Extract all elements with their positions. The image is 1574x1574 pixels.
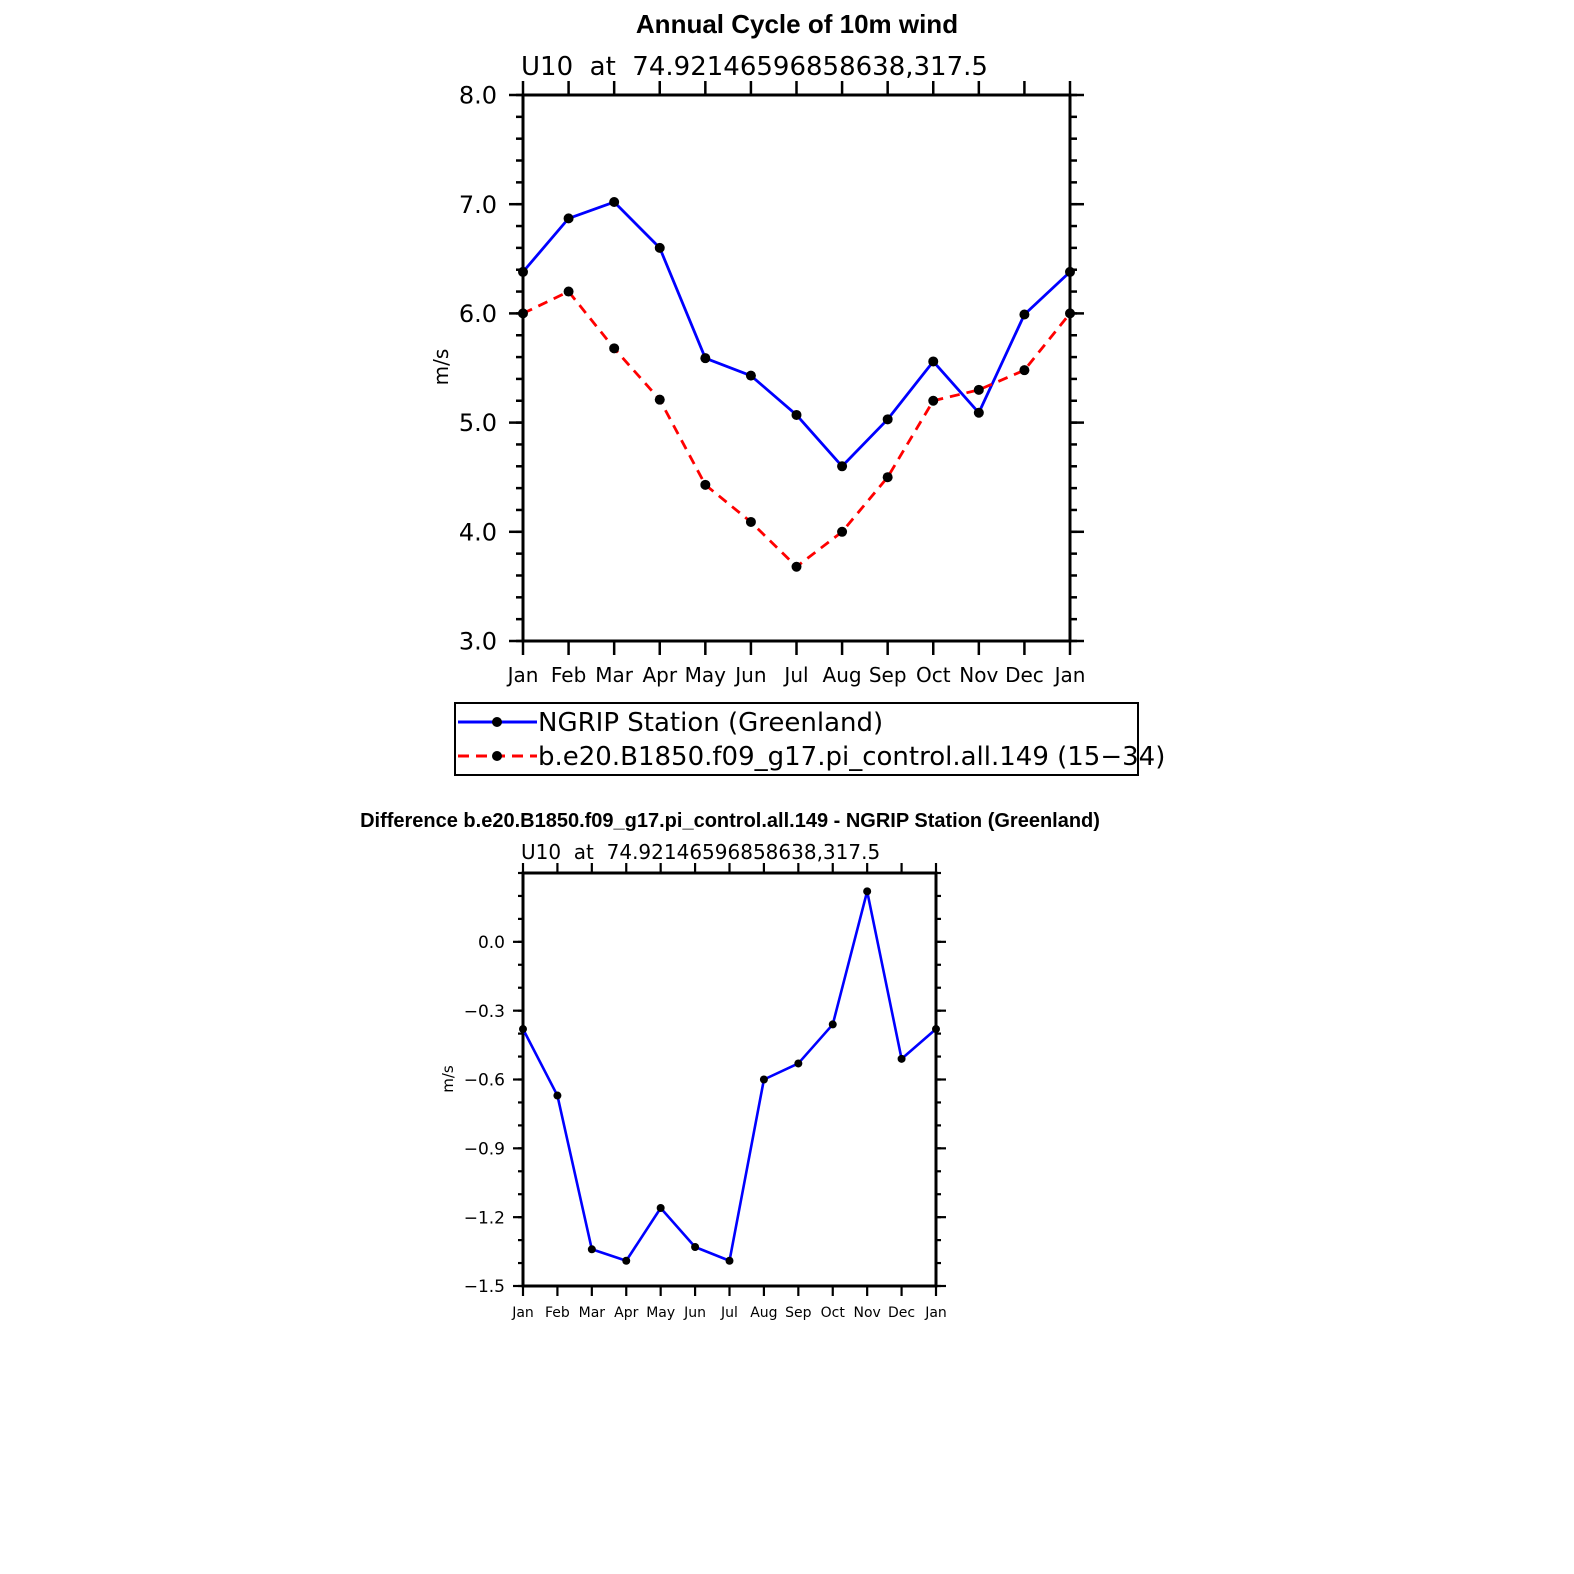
data-point	[609, 343, 620, 354]
data-point	[587, 1245, 596, 1254]
data-point	[700, 479, 711, 490]
data-point	[1065, 266, 1075, 277]
x-tick-label: Jun	[683, 1305, 706, 1321]
series-line-0	[521, 200, 1071, 468]
chart-subtitle: U10 at 74.92146596858638,317.5	[521, 52, 988, 82]
legend-marker-model	[492, 751, 502, 761]
data-point	[928, 395, 939, 406]
x-tick-label: Feb	[545, 1305, 570, 1321]
y-tick-label: −1.2	[464, 1208, 505, 1228]
y-tick-label: −0.3	[464, 1002, 505, 1022]
annual-cycle-chart: Annual Cycle of 10m wind U10 at 74.92146…	[429, 9, 1085, 687]
data-point	[973, 407, 984, 418]
data-point	[791, 561, 802, 572]
y-tick-label: 5.0	[459, 409, 497, 437]
plot-frame	[521, 93, 1072, 643]
data-point	[691, 1242, 700, 1251]
data-point	[897, 1054, 906, 1063]
y-tick-label: 4.0	[459, 518, 497, 546]
x-tick-label: May	[685, 663, 727, 687]
y-tick-label: −0.9	[464, 1139, 505, 1159]
data-point	[794, 1059, 803, 1068]
legend: NGRIP Station (Greenland) b.e20.B1850.f0…	[454, 702, 1165, 776]
data-point	[609, 197, 620, 208]
data-point	[837, 526, 848, 537]
data-point	[791, 409, 802, 420]
data-point	[1019, 365, 1030, 376]
x-tick-label: Apr	[614, 1305, 638, 1321]
x-tick-label: Jan	[1053, 663, 1086, 687]
x-tick-label: Jun	[733, 663, 766, 687]
data-point	[759, 1075, 768, 1084]
data-point	[519, 1025, 527, 1034]
y-tick-label: 8.0	[459, 82, 497, 110]
x-tick-label: Mar	[579, 1305, 606, 1321]
legend-marker-ngrip	[492, 717, 502, 727]
data-point	[973, 384, 984, 395]
legend-label-ngrip: NGRIP Station (Greenland)	[538, 708, 883, 738]
legend-label-model: b.e20.B1850.f09_g17.pi_control.all.149 (…	[538, 742, 1165, 772]
x-tick-label: Jan	[511, 1305, 534, 1321]
x-tick-label: Feb	[551, 663, 586, 687]
data-point	[725, 1256, 734, 1265]
x-tick-label: Jan	[924, 1305, 947, 1321]
data-point	[837, 461, 848, 472]
data-point	[654, 394, 665, 405]
y-tick-label: −0.6	[464, 1071, 505, 1091]
x-tick-label: Dec	[1005, 663, 1044, 687]
y-tick-label: −1.5	[464, 1277, 505, 1297]
data-point	[1019, 309, 1030, 320]
y-axis-label: m/s	[429, 349, 453, 386]
data-point	[863, 887, 872, 896]
difference-y-axis-label: m/s	[439, 1065, 457, 1093]
x-tick-label: Oct	[821, 1305, 846, 1321]
x-tick-label: Aug	[750, 1305, 777, 1321]
data-point	[1065, 308, 1075, 319]
x-tick-label: May	[646, 1305, 675, 1321]
series-line-1	[522, 290, 1072, 569]
data-point	[882, 472, 893, 483]
difference-chart: Difference b.e20.B1850.f09_g17.pi_contro…	[360, 810, 1100, 1321]
x-tick-label: Apr	[642, 663, 677, 687]
data-point	[518, 266, 528, 277]
data-point	[745, 516, 756, 527]
data-point	[656, 1203, 665, 1212]
chart-title: Annual Cycle of 10m wind	[636, 9, 958, 39]
data-point	[563, 213, 574, 224]
x-tick-label: Jul	[720, 1305, 738, 1321]
x-tick-label: Sep	[785, 1305, 812, 1321]
y-tick-label: 0.0	[478, 933, 505, 953]
data-point	[654, 242, 665, 253]
x-tick-label: Nov	[854, 1305, 881, 1321]
data-point	[745, 370, 756, 381]
series-line-0	[521, 890, 937, 1263]
x-tick-label: Jan	[506, 663, 539, 687]
data-point	[882, 414, 893, 425]
data-point	[563, 286, 574, 297]
difference-chart-title: Difference b.e20.B1850.f09_g17.pi_contro…	[360, 810, 1100, 832]
data-point	[932, 1025, 940, 1034]
x-tick-label: Oct	[916, 663, 951, 687]
data-point	[553, 1091, 562, 1100]
x-tick-label: Aug	[823, 663, 862, 687]
difference-chart-subtitle: U10 at 74.92146596858638,317.5	[521, 840, 880, 864]
data-point	[700, 353, 711, 364]
x-tick-label: Sep	[869, 663, 907, 687]
y-tick-label: 7.0	[459, 191, 497, 219]
x-tick-label: Nov	[959, 663, 998, 687]
x-tick-label: Mar	[595, 663, 634, 687]
data-point	[928, 356, 939, 367]
data-point	[622, 1256, 631, 1265]
legend-box	[454, 702, 1139, 776]
data-point	[518, 308, 528, 319]
y-tick-label: 3.0	[459, 628, 497, 656]
data-point	[828, 1020, 837, 1029]
x-tick-label: Jul	[782, 663, 808, 687]
y-tick-label: 6.0	[459, 300, 497, 328]
x-tick-label: Dec	[888, 1305, 915, 1321]
